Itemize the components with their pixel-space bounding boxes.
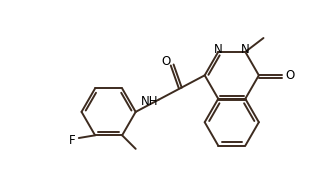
Text: O: O — [162, 55, 171, 68]
Text: NH: NH — [141, 95, 158, 108]
Text: F: F — [69, 134, 76, 147]
Text: O: O — [285, 69, 295, 82]
Text: N: N — [214, 43, 223, 56]
Text: N: N — [241, 43, 250, 56]
